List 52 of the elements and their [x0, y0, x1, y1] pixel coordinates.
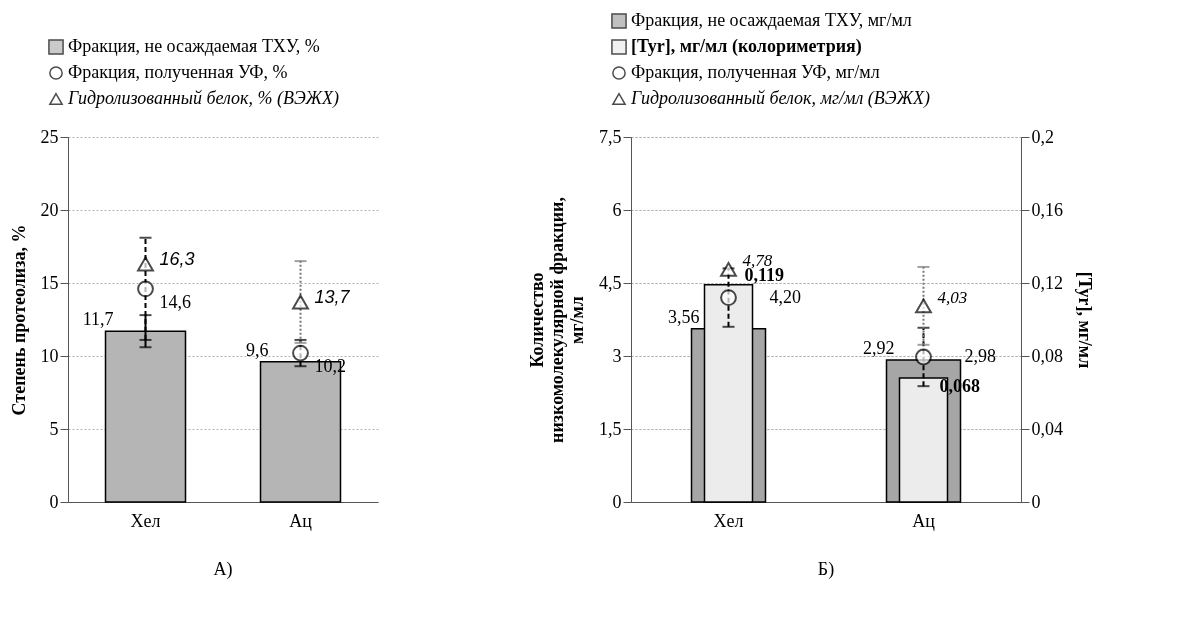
x-tick-label: Ац	[289, 510, 313, 531]
y-tick-label: 7,5	[599, 126, 622, 147]
y2-tick-label: 0,12	[1031, 272, 1063, 293]
data-label: 4,20	[769, 286, 801, 307]
y-tick-label: 5	[49, 418, 59, 439]
point	[915, 348, 932, 366]
data-label: 16,3	[159, 249, 195, 270]
y-tick-label: 25	[40, 126, 59, 147]
point	[292, 344, 309, 362]
data-label: 2,92	[863, 337, 895, 358]
y-tick-label: 0	[49, 491, 59, 512]
point	[720, 261, 737, 277]
data-label: 4,03	[937, 287, 968, 307]
y-tick-label: 20	[40, 199, 59, 220]
y-tick-label: 3	[612, 345, 622, 366]
legend-label: Фракция, не осаждаемая ТХУ, %	[68, 36, 320, 56]
y2-tick-label: 0,04	[1031, 418, 1063, 439]
y-tick-label: 6	[612, 199, 622, 220]
legend-label: [Tyr], мг/мл (колориметрия)	[631, 36, 862, 57]
text: Б)	[817, 559, 835, 580]
point	[915, 298, 932, 314]
y-tick-label: 1,5	[599, 418, 622, 439]
y-axis-title: Степень протеолиза, %	[8, 224, 29, 416]
x-tick-label: Хел	[130, 510, 161, 531]
y2-tick-label: 0,08	[1031, 345, 1063, 366]
data-label: 14,6	[159, 291, 191, 312]
legend-label: Гидролизованный белок, % (ВЭЖХ)	[67, 88, 340, 109]
legend-label: Фракция, полученная УФ, мг/мл	[631, 62, 880, 82]
y-tick-label: 15	[40, 272, 59, 293]
y-tick-label: 4,5	[599, 272, 622, 293]
legend-label: Фракция, не осаждаемая ТХУ, мг/мл	[631, 10, 912, 30]
data-label: 9,6	[246, 339, 269, 360]
x-tick-label: Хел	[713, 510, 744, 531]
y2-tick-label: 0,16	[1031, 199, 1063, 220]
text: А)	[213, 559, 233, 580]
data-label: 3,56	[668, 306, 700, 327]
legend-label: Фракция, полученная УФ, %	[68, 62, 288, 82]
y2-tick-label: 0,2	[1031, 126, 1054, 147]
data-label: 11,7	[82, 309, 114, 330]
point	[720, 289, 737, 306]
data-label: 2,98	[964, 345, 996, 366]
y2-tick-label: 0	[1031, 491, 1041, 512]
point	[137, 256, 154, 272]
y-axis-title: Количество низкомолекулярной фракции, мг/мл	[527, 197, 587, 443]
data-label: 13,7	[314, 286, 351, 307]
point	[137, 280, 154, 298]
y-tick-label: 10	[40, 345, 59, 366]
legend-label: Гидролизованный белок, мг/мл (ВЭЖХ)	[630, 88, 930, 109]
x-tick-label: Ац	[912, 510, 936, 531]
point	[292, 294, 309, 310]
y2-axis-title: [Tyr], мг/мл	[1075, 271, 1095, 369]
y-tick-label: 0	[612, 491, 622, 512]
